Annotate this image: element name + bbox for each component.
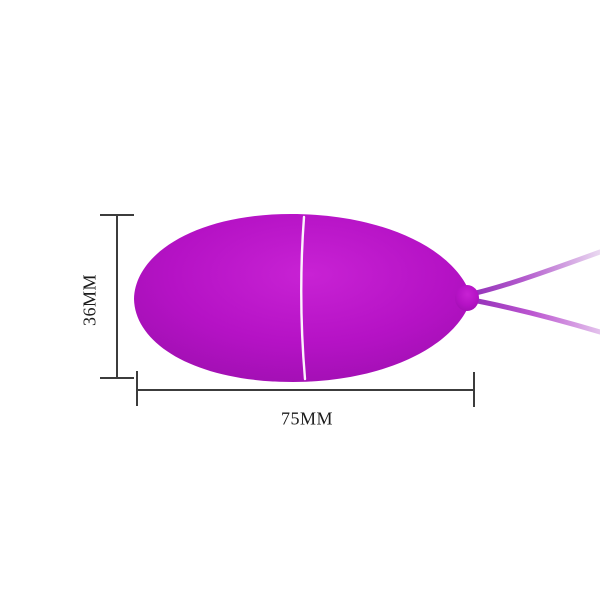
height-dimension-line <box>116 215 118 378</box>
height-dimension-cap-bottom <box>100 377 134 379</box>
cord-lower <box>459 295 600 335</box>
width-dimension-tick-right <box>473 372 475 407</box>
width-dimension-tick-left <box>136 371 138 406</box>
egg-seam-line <box>300 215 307 381</box>
egg-tip-nub <box>455 285 479 311</box>
height-dimension-label: 36MM <box>79 273 100 327</box>
width-dimension-label: 75MM <box>280 408 334 429</box>
cord-upper <box>459 249 600 299</box>
width-dimension-line <box>137 389 475 391</box>
